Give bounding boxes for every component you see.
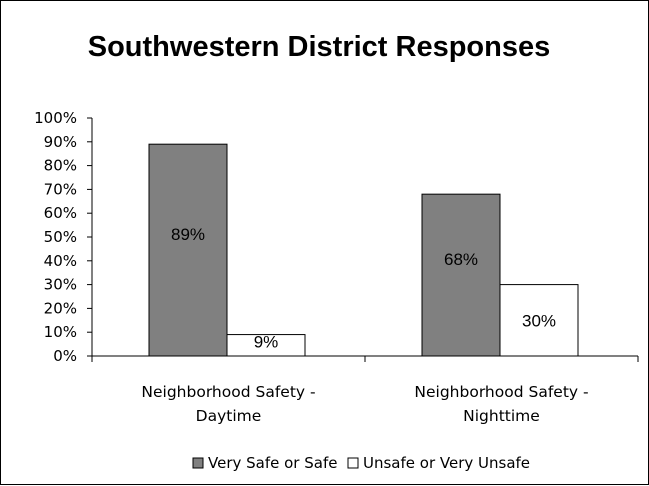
bars [148, 143, 579, 357]
legend-swatch [192, 457, 204, 469]
y-tick-label: 0% [53, 347, 77, 365]
y-tick-label: 50% [44, 228, 77, 246]
y-tick-label: 30% [44, 276, 77, 294]
chart-title: Southwestern District Responses [88, 31, 551, 63]
legend: Very Safe or Safe Unsafe or Very Unsafe [192, 454, 530, 472]
data-label: 30% [522, 311, 556, 330]
legend-swatch [347, 457, 359, 469]
bar-unsafe [499, 284, 579, 357]
category-label: Neighborhood Safety -Daytime [141, 383, 315, 425]
axes: 0% 10% 20% 30% 40% 50% 60% 70% 80% 90% 100% [34, 109, 639, 365]
y-tick-label: 80% [44, 157, 77, 175]
category-label: Neighborhood Safety -Nighttime [414, 383, 588, 425]
y-tick-label: 20% [44, 299, 77, 317]
y-tick-label: 90% [44, 133, 77, 151]
y-tick-label: 100% [34, 109, 77, 127]
legend-label: Very Safe or Safe [208, 454, 337, 472]
category-labels: Neighborhood Safety -Daytime Neighborhood… [141, 383, 588, 425]
y-tick-label: 70% [44, 180, 77, 198]
data-labels: 89% 9% 68% 30% [171, 225, 556, 351]
data-label: 89% [171, 225, 205, 244]
data-label: 68% [444, 250, 478, 269]
y-tick-label: 60% [44, 204, 77, 222]
bar-safe [421, 193, 501, 357]
data-label: 9% [254, 333, 279, 352]
y-tick-label: 10% [44, 323, 77, 341]
bar-unsafe [226, 334, 306, 357]
legend-label: Unsafe or Very Unsafe [363, 454, 530, 472]
bar-safe [148, 143, 228, 357]
y-tick-label: 40% [44, 252, 77, 270]
